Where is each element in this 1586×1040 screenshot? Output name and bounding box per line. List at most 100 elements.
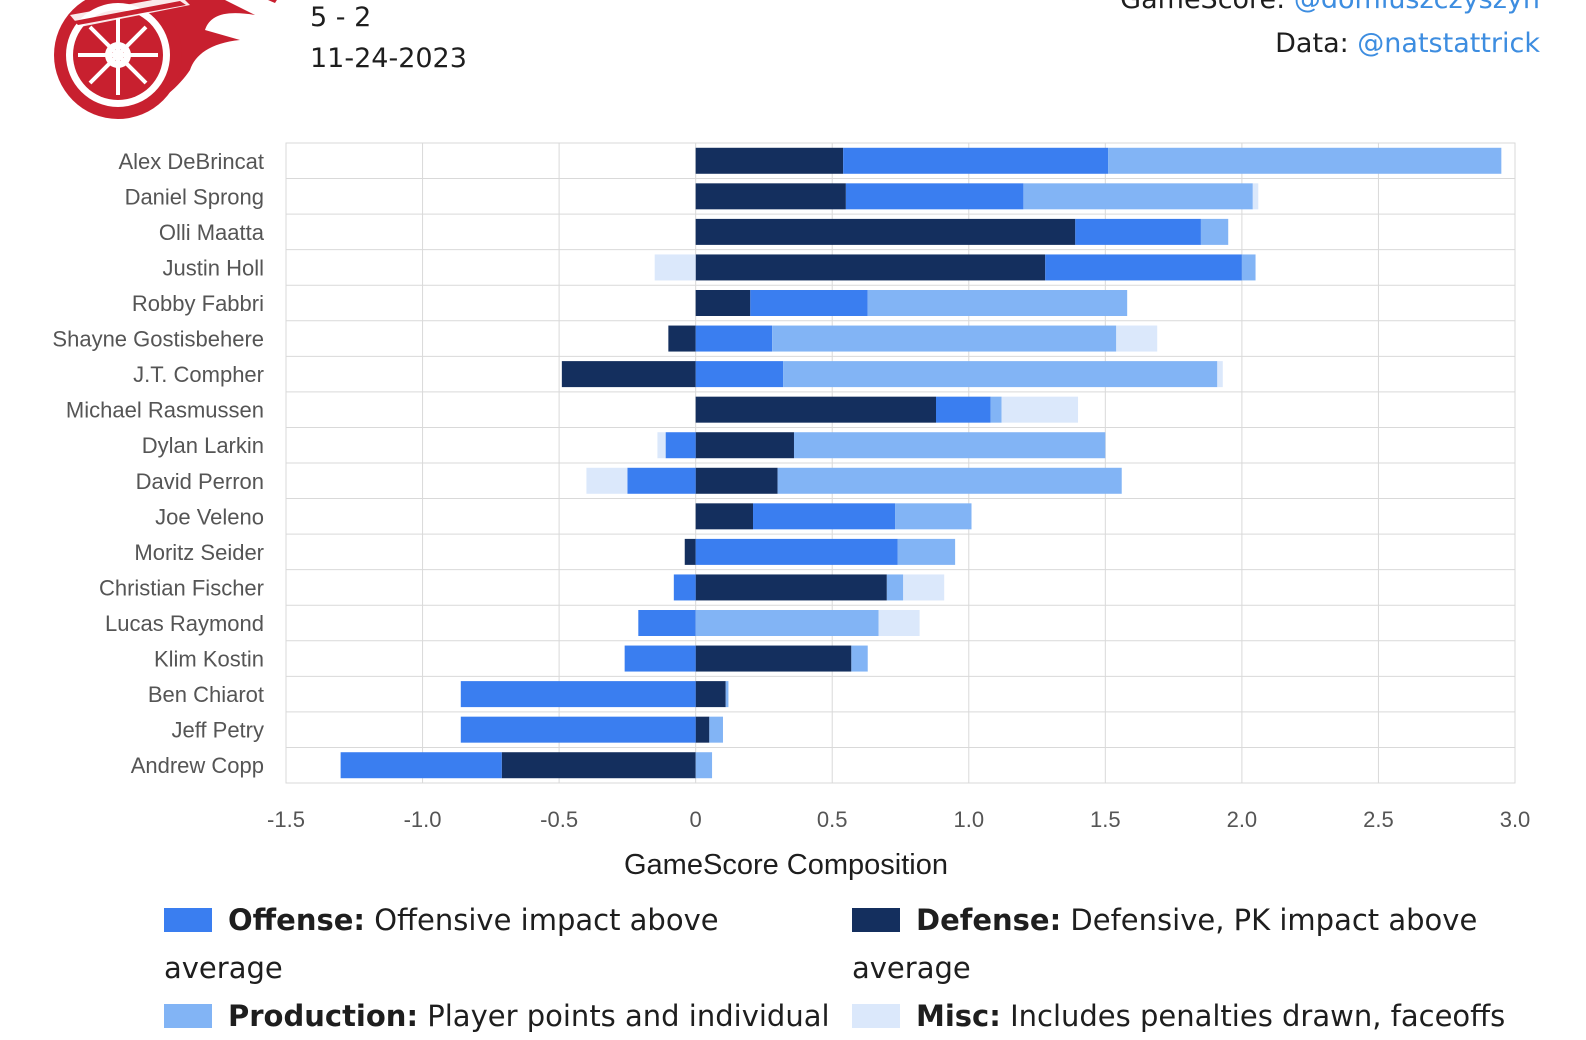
y-tick-label: J.T. Compher — [133, 362, 264, 387]
legend-defense-swatch — [852, 908, 900, 932]
legend-production: Production: Player points and individual — [164, 992, 844, 1040]
bar-offense-segment — [638, 610, 696, 636]
bar-offense-segment — [695, 325, 773, 352]
bar-offense-segment — [340, 752, 502, 779]
bar-production-segment — [1200, 218, 1229, 245]
data-credit-label: Data: — [1275, 28, 1358, 59]
x-tick-label: 1.0 — [953, 807, 984, 832]
data-handle-link[interactable]: @natstattrick — [1357, 28, 1540, 59]
bar-offense-segment — [1075, 218, 1201, 245]
bar-defense-segment — [695, 716, 710, 743]
bar-offense-segment — [753, 503, 896, 530]
bar-production-segment — [793, 432, 1106, 459]
bar-defense-segment — [695, 396, 937, 423]
game-score: 5 - 2 — [310, 2, 372, 33]
x-tick-label: 2.0 — [1227, 807, 1258, 832]
x-tick-label: 0 — [690, 807, 702, 832]
bar-defense-segment — [695, 432, 794, 459]
legend-production-title: Production: — [228, 999, 419, 1033]
legend-offense-desc: Offensive impact above average — [164, 903, 719, 985]
bar-offense-segment — [460, 716, 696, 743]
legend-misc-swatch — [852, 1004, 900, 1028]
x-tick-label: -1.5 — [267, 807, 305, 832]
legend-production-desc: Player points and individual — [427, 999, 830, 1033]
bar-offense-segment — [843, 147, 1109, 174]
bar-defense-segment — [695, 183, 846, 210]
bar-offense-segment — [624, 645, 696, 672]
game-date: 11-24-2023 — [310, 43, 467, 74]
bar-defense-segment — [695, 645, 852, 672]
team-logo — [54, 0, 277, 119]
bar-production-segment — [851, 645, 868, 672]
x-tick-label: -0.5 — [540, 807, 578, 832]
x-tick-label: 0.5 — [817, 807, 848, 832]
y-tick-label: Lucas Raymond — [105, 611, 264, 636]
y-tick-label: Andrew Copp — [131, 753, 264, 778]
bar-offense-segment — [936, 396, 991, 423]
bar-offense-segment — [665, 432, 696, 459]
bar-misc-segment — [654, 254, 696, 281]
bar-defense-segment — [695, 681, 726, 708]
y-tick-label: Shayne Gostisbehere — [52, 327, 264, 352]
legend-misc-title: Misc: — [916, 999, 1001, 1033]
bar-offense-segment — [1045, 254, 1242, 281]
x-tick-label: -1.0 — [404, 807, 442, 832]
bar-defense-segment — [561, 361, 696, 388]
y-tick-label: Olli Maatta — [159, 220, 265, 245]
bar-misc-segment — [1116, 325, 1158, 352]
bar-production-segment — [867, 290, 1128, 316]
bar-production-segment — [895, 503, 972, 530]
bar-offense-segment — [695, 538, 898, 565]
bar-offense-segment — [673, 574, 696, 601]
y-tick-label: Justin Holl — [163, 255, 264, 280]
x-tick-label: 2.5 — [1363, 807, 1394, 832]
y-tick-label: Michael Rasmussen — [66, 398, 264, 423]
bar-production-segment — [695, 610, 879, 636]
bar-offense-segment — [750, 290, 868, 316]
data-credit: Data: @natstattrick — [1275, 28, 1540, 59]
bar-misc-segment — [1001, 396, 1079, 423]
bar-production-segment — [709, 716, 723, 743]
bar-offense-segment — [627, 467, 696, 494]
gamescore-credit: GameScore: @domluszczyszyn — [1120, 0, 1540, 15]
bar-production-segment — [772, 325, 1117, 352]
legend-offense-swatch — [164, 908, 212, 932]
bar-defense-segment — [695, 467, 778, 494]
bar-misc-segment — [903, 574, 945, 601]
bar-production-segment — [777, 467, 1122, 494]
bar-defense-segment — [684, 538, 696, 565]
y-tick-label: Christian Fischer — [99, 575, 264, 600]
bar-production-segment — [897, 538, 956, 565]
legend-production-swatch — [164, 1004, 212, 1028]
y-tick-label: Daniel Sprong — [125, 184, 264, 209]
legend-offense-title: Offense: — [228, 903, 365, 937]
bar-misc-segment — [1252, 183, 1259, 210]
legend-defense-title: Defense: — [916, 903, 1062, 937]
bar-production-segment — [1241, 254, 1256, 281]
bar-offense-segment — [695, 361, 784, 388]
legend-defense-desc: Defensive, PK impact above average — [852, 903, 1478, 985]
bar-production-segment — [783, 361, 1218, 388]
bar-misc-segment — [657, 432, 666, 459]
gamescore-credit-label: GameScore: — [1120, 0, 1294, 15]
y-tick-label: Dylan Larkin — [142, 433, 264, 458]
bar-production-segment — [1108, 147, 1502, 174]
gamescore-bar-chart: -1.5 -1.0 -0.5 0 0.5 1.0 1.5 2.0 2.5 3.0 Alex DeBr… — [52, 142, 1531, 881]
bar-production-segment — [886, 574, 904, 601]
y-tick-label: Alex DeBrincat — [118, 149, 264, 174]
legend-offense: Offense: Offensive impact above average — [164, 896, 844, 992]
gamescore-handle-link[interactable]: @domluszczyszyn — [1294, 0, 1540, 15]
bar-production-segment — [1023, 183, 1253, 210]
y-tick-label: Robby Fabbri — [132, 291, 264, 316]
bar-defense-segment — [695, 147, 844, 174]
bar-offense-segment — [460, 681, 696, 708]
bar-defense-segment — [668, 325, 696, 352]
y-tick-label: Ben Chiarot — [148, 682, 264, 707]
bar-defense-segment — [501, 752, 696, 779]
bar-production-segment — [990, 396, 1002, 423]
bar-misc-segment — [586, 467, 628, 494]
bar-production-segment — [725, 681, 729, 708]
y-tick-label: Joe Veleno — [155, 504, 264, 529]
legend-misc-desc: Includes penalties drawn, faceoffs — [1010, 999, 1506, 1033]
x-tick-label: 3.0 — [1500, 807, 1531, 832]
